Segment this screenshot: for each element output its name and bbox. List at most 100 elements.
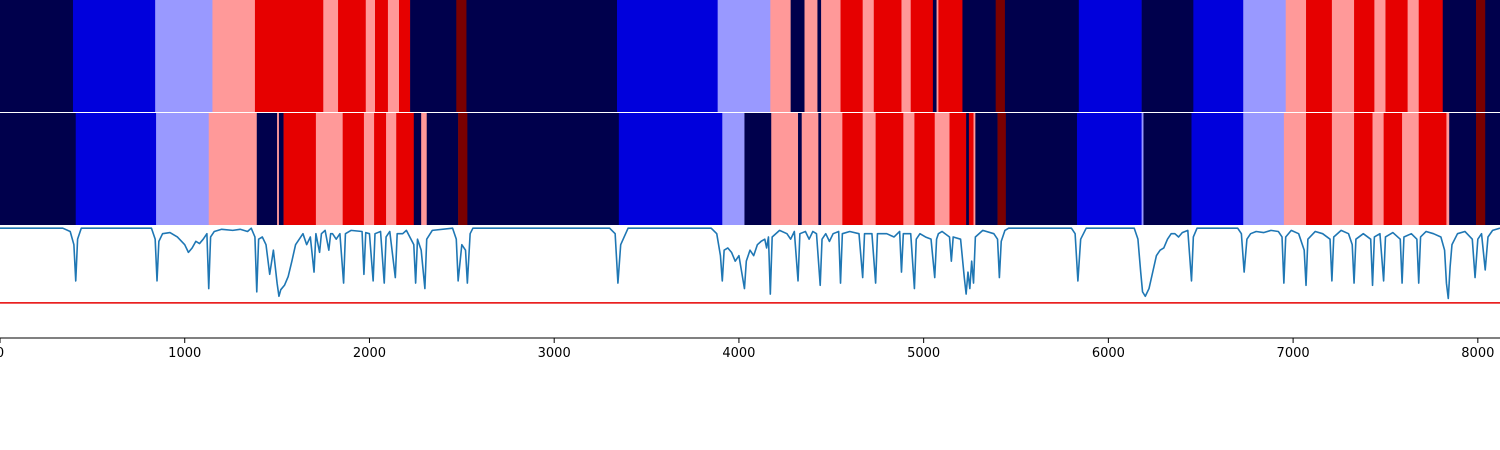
heatmap-segment xyxy=(1354,113,1373,225)
heatmap-segment xyxy=(72,0,156,112)
heatmap-segment xyxy=(618,113,723,225)
heatmap-segment xyxy=(975,113,998,225)
heatmap-segment xyxy=(903,113,915,225)
heatmap-segment xyxy=(1306,113,1333,225)
x-tick-label: 8000 xyxy=(1461,346,1494,361)
heatmap-segment xyxy=(410,0,457,112)
heatmap-segment xyxy=(1331,113,1355,225)
heatmap-segment xyxy=(1485,0,1500,112)
heatmap-segment xyxy=(467,113,620,225)
heatmap-segment xyxy=(1193,0,1244,112)
heatmap-segment xyxy=(801,113,819,225)
heatmap-segment xyxy=(278,113,284,225)
heatmap-segment xyxy=(1475,0,1486,112)
heatmap-segment xyxy=(1243,0,1287,112)
heatmap-segment xyxy=(212,0,256,112)
heatmap-segment xyxy=(256,113,278,225)
heatmap-segment xyxy=(1374,0,1386,112)
heatmap-segment xyxy=(873,0,902,112)
heatmap-segment xyxy=(968,113,974,225)
x-tick-label: 6000 xyxy=(1092,346,1125,361)
heatmap-segment xyxy=(1143,113,1192,225)
heatmap-segment xyxy=(1418,113,1447,225)
heatmap-segment xyxy=(770,0,791,112)
heatmap-segment xyxy=(1372,113,1384,225)
heatmap-segment xyxy=(283,113,317,225)
heatmap-segment xyxy=(1354,0,1375,112)
heatmap-segment xyxy=(399,0,411,112)
trace-panel xyxy=(0,227,1500,304)
heatmap-segment xyxy=(387,0,400,112)
heatmap-segment xyxy=(363,113,375,225)
heatmap-segment xyxy=(277,113,280,225)
heatmap-segment xyxy=(374,113,387,225)
heatmap-segment xyxy=(426,113,459,225)
heatmap-segment xyxy=(1449,113,1477,225)
x-axis: 0 1000 2000 3000 4000 5000 6000 7000 8000 xyxy=(0,337,1500,361)
heatmap-segment xyxy=(375,0,389,112)
heatmap-segment xyxy=(1383,113,1403,225)
heatmap-segment xyxy=(155,0,213,112)
heatmap-segment xyxy=(75,113,157,225)
heatmap-segment xyxy=(875,113,904,225)
heatmap-segment xyxy=(817,0,822,112)
heatmap-segment xyxy=(458,113,468,225)
heatmap-segment xyxy=(413,113,422,225)
heatmap-segment xyxy=(1004,0,1080,112)
heatmap-segment xyxy=(914,113,936,225)
heatmap-segment xyxy=(1141,113,1144,225)
x-tick-label: 4000 xyxy=(722,346,755,361)
heatmap-segment xyxy=(338,0,367,112)
heatmap-segment xyxy=(997,113,1007,225)
heatmap-segment xyxy=(932,0,937,112)
heatmap-segment xyxy=(315,113,343,225)
x-tick-label: 7000 xyxy=(1277,346,1310,361)
heatmap-segment xyxy=(722,113,745,225)
x-tick-label: 1000 xyxy=(168,346,201,361)
heatmap-segment xyxy=(1243,113,1285,225)
heatmap-segment xyxy=(1402,113,1420,225)
heatmap-segment xyxy=(862,113,876,225)
heatmap-segment xyxy=(973,113,976,225)
heatmap-segment xyxy=(910,0,934,112)
heatmap-segment xyxy=(934,113,950,225)
heatmap-segment xyxy=(396,113,415,225)
heatmap-segment xyxy=(717,0,771,112)
heatmap-segment xyxy=(949,113,967,225)
heatmap-row-2 xyxy=(0,113,1500,225)
heatmap-rows xyxy=(0,0,1500,225)
heatmap-segment xyxy=(962,0,996,112)
heatmap-segment xyxy=(901,0,912,112)
x-tick-label: 0 xyxy=(0,346,4,361)
heatmap-segment xyxy=(790,0,805,112)
heatmap-segment xyxy=(323,0,339,112)
heatmap-segment xyxy=(804,0,818,112)
heatmap-segment xyxy=(208,113,258,225)
heatmap-segment xyxy=(1078,0,1142,112)
heatmap-segment xyxy=(1475,113,1486,225)
heatmap-segment xyxy=(1076,113,1142,225)
heatmap-segment xyxy=(254,0,324,112)
heatmap-segment xyxy=(840,0,863,112)
heatmap-segment xyxy=(771,113,799,225)
x-tick-label: 5000 xyxy=(907,346,940,361)
heatmap-segment xyxy=(966,113,970,225)
trace-line xyxy=(0,227,1500,300)
heatmap-segment xyxy=(365,0,376,112)
heatmap-segment xyxy=(1191,113,1244,225)
heatmap-segment xyxy=(1485,113,1500,225)
heatmap-segment xyxy=(466,0,618,112)
heatmap-segment xyxy=(0,113,77,225)
heatmap-segment xyxy=(1283,113,1307,225)
heatmap-segment xyxy=(862,0,875,112)
x-tick-label: 3000 xyxy=(538,346,571,361)
heatmap-segment xyxy=(1407,0,1420,112)
heatmap-segment xyxy=(1285,0,1307,112)
heatmap-segment xyxy=(1331,0,1355,112)
heatmap-segment xyxy=(995,0,1006,112)
heatmap-segment xyxy=(936,0,939,112)
x-tick-label: 2000 xyxy=(353,346,386,361)
heatmap-segment xyxy=(1306,0,1333,112)
heatmap-segment xyxy=(744,113,772,225)
